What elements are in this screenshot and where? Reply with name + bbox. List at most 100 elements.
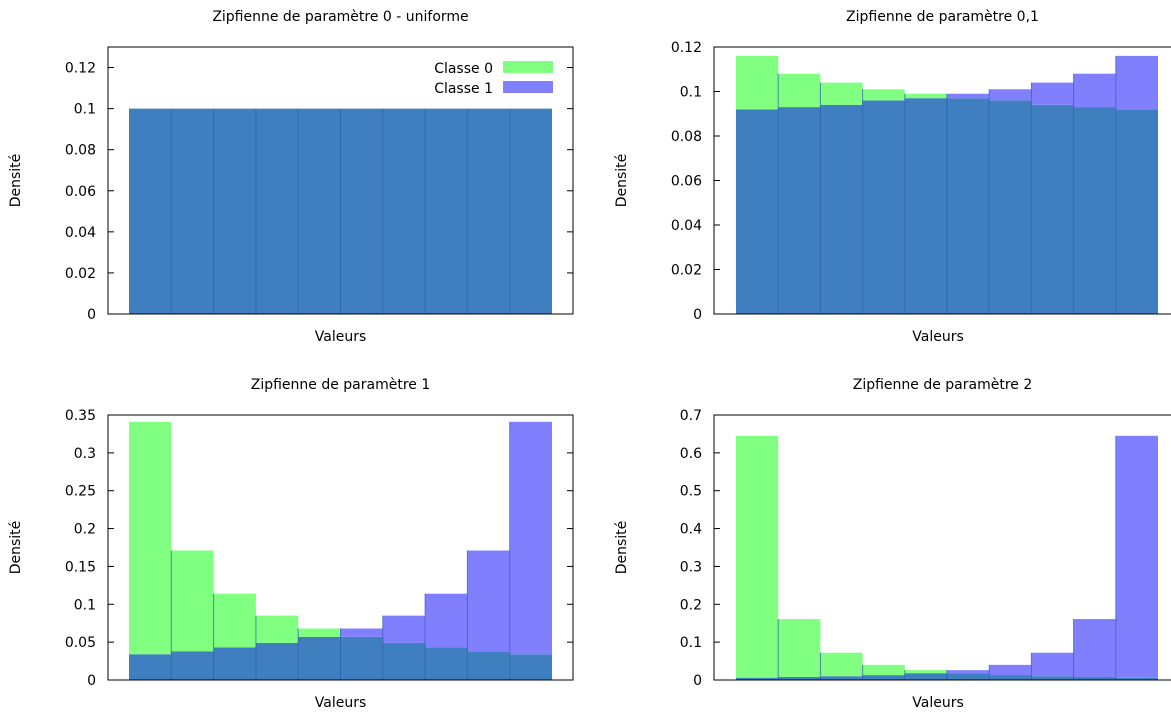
bar-class0 — [171, 550, 214, 652]
bar-overlap — [778, 676, 821, 680]
bar-overlap — [213, 108, 256, 314]
bar-overlap — [382, 642, 426, 680]
y-tick-label: 0.6 — [680, 446, 702, 462]
y-tick-label: 0.05 — [65, 635, 96, 651]
bar-overlap — [129, 108, 172, 314]
y-tick-label: 0.06 — [65, 184, 96, 200]
chart-title: Zipfienne de paramètre 2 — [853, 377, 1033, 393]
bar-overlap — [171, 108, 214, 314]
bar-class1 — [425, 593, 468, 648]
y-tick-label: 0.04 — [671, 218, 702, 234]
y-tick-label: 0.1 — [74, 597, 96, 613]
chart-0-svg: Zipfienne de paramètre 0 - uniforme Valeu… — [8, 9, 574, 345]
bar-class1 — [989, 89, 1032, 101]
y-tick-label: 0.2 — [74, 522, 96, 538]
bar-overlap — [509, 108, 552, 314]
bar-overlap — [129, 654, 172, 680]
y-tick-label: 0.3 — [74, 446, 96, 462]
y-axis-label: Densité — [8, 521, 24, 575]
y-axis-label: Densité — [8, 154, 24, 208]
bar-overlap — [382, 108, 426, 314]
y-axis-label: Densité — [614, 154, 630, 208]
y-tick-label: 0.25 — [65, 484, 96, 500]
bar-overlap — [736, 677, 779, 680]
bar-overlap — [1073, 107, 1116, 314]
y-tick-label: 0.3 — [680, 559, 702, 575]
bar-class1 — [989, 664, 1032, 676]
legend-swatch-class1 — [503, 81, 553, 93]
chart-1-svg: Zipfienne de paramètre 0,1 Valeurs Densité… — [614, 9, 1171, 345]
bar-overlap — [467, 108, 510, 314]
bar-overlap — [736, 109, 779, 314]
bar-overlap — [255, 642, 299, 680]
y-tick-label: 0.35 — [65, 408, 96, 424]
y-tick-label: 0.02 — [671, 263, 702, 279]
chart-panel-2: Zipfienne de paramètre 1 Valeurs Densité 0 0… — [0, 357, 585, 713]
bar-class1 — [467, 550, 510, 652]
bar-class0 — [820, 82, 863, 105]
y-tick-label: 0.1 — [74, 102, 96, 118]
bar-overlap — [340, 108, 383, 314]
bar-overlap — [989, 675, 1032, 680]
bar-overlap — [340, 636, 383, 680]
bar-overlap — [947, 98, 990, 314]
legend-label-class0: Classe 0 — [434, 61, 493, 77]
bar-class0 — [129, 421, 172, 655]
bar-overlap — [904, 98, 947, 314]
bar-class0 — [778, 73, 821, 108]
y-tick-label: 0.02 — [65, 266, 96, 282]
chart-title: Zipfienne de paramètre 0,1 — [846, 9, 1039, 25]
chart-title: Zipfienne de paramètre 0 - uniforme — [212, 9, 468, 25]
bar-overlap — [171, 651, 214, 680]
bar-class1 — [1115, 435, 1158, 678]
y-tick-label: 0.04 — [65, 225, 96, 241]
plot-frame — [713, 414, 1171, 681]
bar-overlap — [213, 647, 256, 680]
x-axis-label: Valeurs — [912, 695, 964, 711]
bar-overlap — [425, 108, 468, 314]
bar-overlap — [862, 100, 905, 315]
plot-frame — [107, 414, 574, 681]
y-tick-label: 0.5 — [680, 484, 702, 500]
bar-overlap — [1115, 677, 1158, 680]
bar-overlap — [862, 675, 905, 680]
y-tick-label: 0.2 — [680, 597, 702, 613]
y-tick-label: 0.12 — [671, 40, 702, 56]
bar-overlap — [904, 673, 947, 680]
bar-class1 — [1073, 619, 1116, 677]
y-tick-label: 0 — [693, 673, 702, 689]
bar-class0 — [820, 652, 863, 677]
y-tick-label: 0.7 — [680, 408, 702, 424]
chart-panel-3: Zipfienne de paramètre 2 Valeurs Densité 0 0… — [586, 357, 1171, 713]
y-tick-label: 0.08 — [671, 129, 702, 145]
y-tick-label: 0 — [87, 673, 96, 689]
chart-2-svg: Zipfienne de paramètre 1 Valeurs Densité 0 0… — [8, 377, 574, 711]
y-tick-label: 0.1 — [680, 85, 702, 101]
chart-panel-0: Zipfienne de paramètre 0 - uniforme Valeu… — [0, 0, 585, 356]
bar-class1 — [1115, 55, 1158, 110]
chart-panel-1: Zipfienne de paramètre 0,1 Valeurs Densité… — [586, 0, 1171, 356]
bar-overlap — [509, 654, 552, 680]
x-axis-label: Valeurs — [315, 329, 367, 345]
plot-frame — [107, 46, 574, 315]
bar-class0 — [862, 89, 905, 101]
bar-overlap — [1031, 676, 1074, 680]
bar-overlap — [820, 676, 863, 680]
bar-overlap — [298, 636, 341, 680]
legend-label-class1: Classe 1 — [434, 81, 493, 97]
bar-overlap — [467, 651, 510, 680]
bar-class1 — [947, 670, 990, 674]
bar-overlap — [778, 107, 821, 314]
bar-class1 — [1031, 652, 1074, 677]
bar-class0 — [778, 619, 821, 677]
y-tick-label: 0.1 — [680, 635, 702, 651]
bar-class0 — [904, 670, 947, 674]
y-tick-label: 0.06 — [671, 174, 702, 190]
bar-class0 — [736, 435, 779, 678]
x-axis-label: Valeurs — [912, 329, 964, 345]
bar-overlap — [989, 100, 1032, 315]
bar-overlap — [255, 108, 299, 314]
bar-overlap — [298, 108, 341, 314]
bar-class1 — [340, 628, 383, 637]
y-tick-label: 0.15 — [65, 559, 96, 575]
